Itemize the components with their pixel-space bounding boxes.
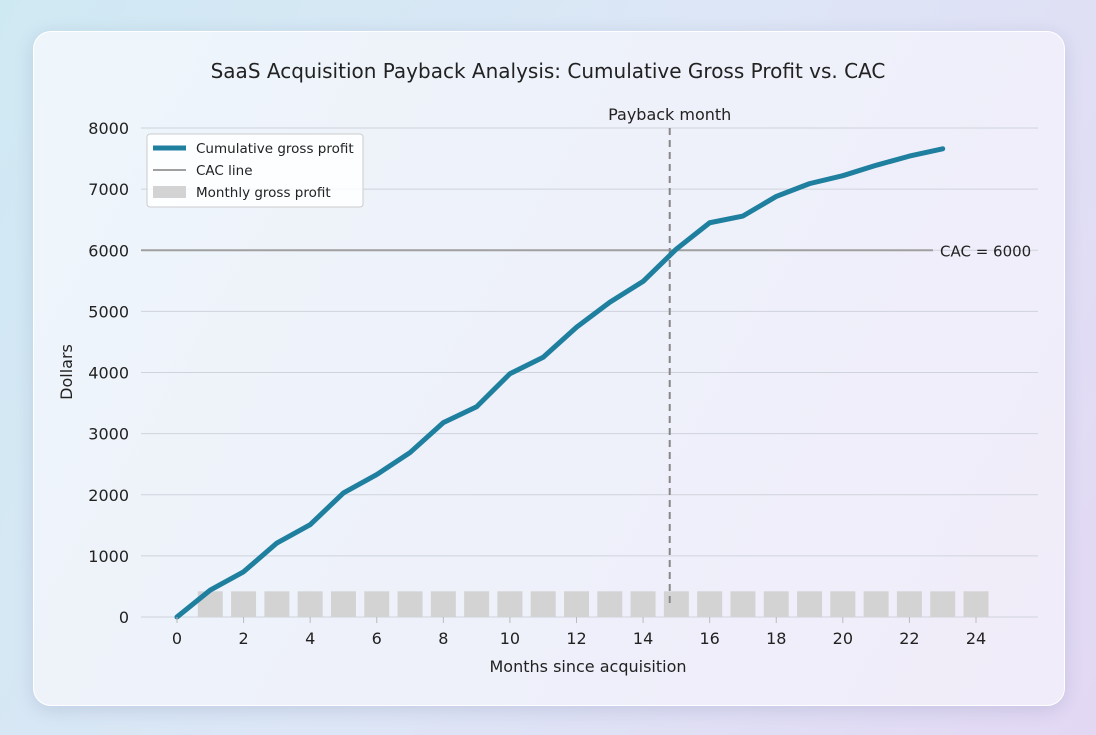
y-tick-label: 1000 bbox=[88, 547, 129, 566]
y-tick-label: 4000 bbox=[88, 364, 129, 383]
monthly-gross-profit-bar bbox=[830, 591, 856, 617]
x-tick-label: 0 bbox=[172, 629, 182, 648]
monthly-gross-profit-bar bbox=[597, 591, 623, 617]
monthly-gross-profit-bar bbox=[364, 591, 390, 617]
y-tick-label: 3000 bbox=[88, 425, 129, 444]
monthly-gross-profit-bar bbox=[930, 591, 956, 617]
x-tick-label: 2 bbox=[238, 629, 248, 648]
monthly-gross-profit-bar bbox=[497, 591, 523, 617]
cac-label: CAC = 6000 bbox=[940, 242, 1031, 260]
legend: Cumulative gross profit CAC line Monthly… bbox=[146, 133, 364, 208]
y-tick-label: 6000 bbox=[88, 241, 129, 260]
monthly-gross-profit-bar bbox=[464, 591, 490, 617]
monthly-gross-profit-bar bbox=[564, 591, 589, 617]
monthly-gross-profit-bar bbox=[530, 591, 556, 617]
y-tick-label: 5000 bbox=[88, 302, 129, 321]
x-tick-label: 8 bbox=[438, 629, 448, 648]
monthly-gross-profit-bar bbox=[330, 591, 356, 617]
x-tick-label: 18 bbox=[766, 629, 786, 648]
legend-label-cumulative: Cumulative gross profit bbox=[196, 141, 354, 157]
y-tick-label: 8000 bbox=[88, 119, 129, 138]
monthly-gross-profit-bar bbox=[297, 591, 323, 617]
monthly-gross-profit-bar bbox=[430, 591, 456, 617]
monthly-gross-profit-bar bbox=[231, 591, 257, 617]
x-tick-label: 22 bbox=[899, 629, 919, 648]
monthly-gross-profit-bar bbox=[397, 591, 423, 617]
x-tick-label: 6 bbox=[372, 629, 382, 648]
x-tick-label: 14 bbox=[633, 629, 653, 648]
monthly-gross-profit-bar bbox=[630, 591, 656, 617]
x-tick-label: 10 bbox=[500, 629, 520, 648]
y-tick-label: 7000 bbox=[88, 180, 129, 199]
monthly-gross-profit-bar bbox=[963, 591, 989, 617]
monthly-gross-profit-bar bbox=[896, 591, 922, 617]
x-tick-label: 16 bbox=[699, 629, 719, 648]
monthly-gross-profit-bar bbox=[697, 591, 723, 617]
x-tick-label: 24 bbox=[966, 629, 986, 648]
chart-title: SaaS Acquisition Payback Analysis: Cumul… bbox=[211, 59, 886, 83]
monthly-gross-profit-bar bbox=[663, 591, 689, 617]
legend-swatch-monthly bbox=[153, 186, 186, 198]
payback-month-label: Payback month bbox=[608, 105, 731, 124]
x-tick-label: 12 bbox=[566, 629, 586, 648]
x-axis-label: Months since acquisition bbox=[490, 657, 687, 676]
y-axis-label: Dollars bbox=[57, 344, 76, 400]
monthly-gross-profit-bar bbox=[863, 591, 889, 617]
monthly-gross-profit-bar bbox=[763, 591, 789, 617]
x-tick-label: 4 bbox=[305, 629, 315, 648]
y-tick-label: 2000 bbox=[88, 486, 129, 505]
legend-label-cac: CAC line bbox=[196, 163, 253, 179]
monthly-gross-profit-bar bbox=[264, 591, 290, 617]
cumulative-gross-profit-line bbox=[174, 146, 946, 620]
y-tick-label: 0 bbox=[119, 608, 129, 627]
monthly-gross-profit-bar bbox=[730, 591, 756, 617]
monthly-gross-profit-bar bbox=[797, 591, 823, 617]
x-tick-label: 20 bbox=[833, 629, 853, 648]
legend-label-monthly: Monthly gross profit bbox=[196, 185, 331, 201]
